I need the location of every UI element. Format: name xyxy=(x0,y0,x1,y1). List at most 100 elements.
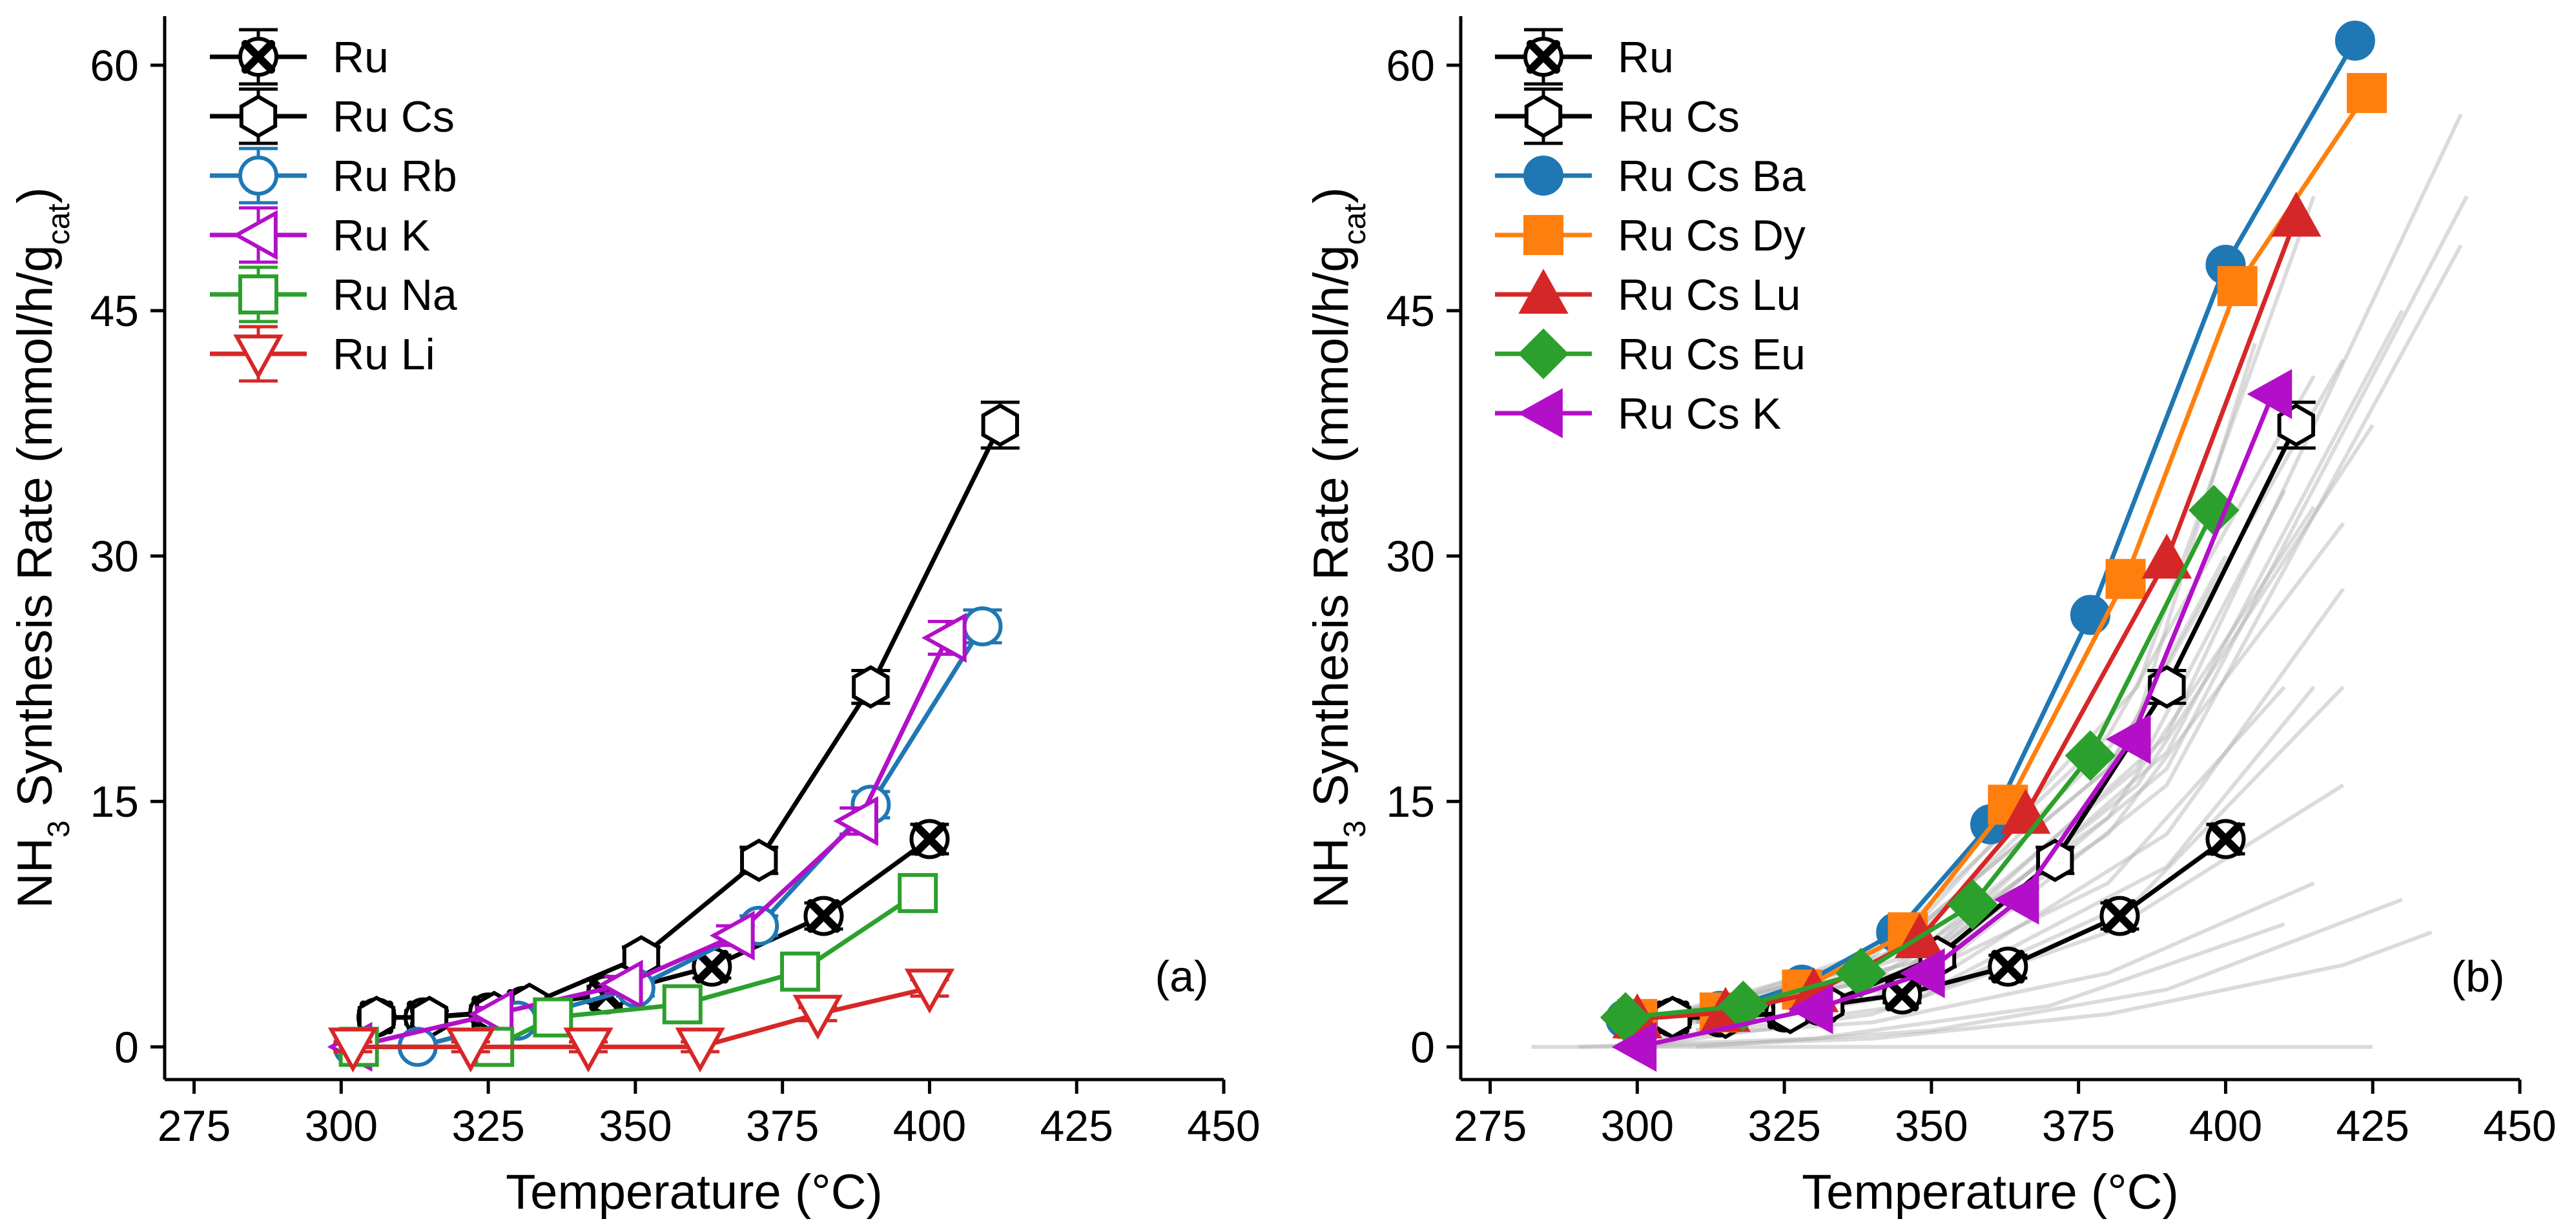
background-series-line xyxy=(1637,930,2433,1049)
x-tick-label: 300 xyxy=(305,1102,378,1151)
y-tick-label: 30 xyxy=(1386,532,1435,581)
y-title-end: ) xyxy=(8,187,63,203)
legend-item-ru-cs-eu: Ru Cs Eu xyxy=(1495,328,1806,380)
legend-item-ru: Ru xyxy=(210,28,389,86)
data-point xyxy=(803,896,844,936)
data-point xyxy=(1788,984,1833,1034)
panel-b-y-axis-title: NH3 Synthesis Rate (mmol/h/gcat) xyxy=(1304,187,1372,908)
data-point xyxy=(2105,714,2151,764)
series-line xyxy=(353,985,931,1049)
panel-b-x-axis-title: Temperature (°C) xyxy=(1802,1165,2179,1220)
legend-label: Ru Cs Ba xyxy=(1618,152,1806,201)
x-tick-label: 325 xyxy=(1747,1102,1820,1151)
y-title-nh: NH xyxy=(8,837,63,908)
x-tick-label: 325 xyxy=(451,1102,524,1151)
x-tick-label: 300 xyxy=(1601,1102,1674,1151)
legend-marker xyxy=(232,210,278,260)
data-point xyxy=(563,1027,613,1073)
legend-item-ru-rb: Ru Rb xyxy=(210,147,457,205)
data-point xyxy=(327,1027,378,1073)
data-point xyxy=(904,969,955,1014)
legend-marker xyxy=(238,37,278,77)
background-series-line xyxy=(1637,881,2315,1041)
data-point xyxy=(662,984,703,1025)
legend-item-ru: Ru xyxy=(1495,28,1674,86)
legend-marker xyxy=(1518,388,1563,438)
data-point xyxy=(2217,266,2258,307)
panel-b-legend: Ru Ru Cs Ru Cs Ba Ru Cs Dy Ru Cs Lu Ru Cs Eu R… xyxy=(1495,28,1806,438)
x-tick-label: 425 xyxy=(1040,1102,1113,1151)
legend-marker xyxy=(1524,94,1563,138)
data-point xyxy=(692,947,732,987)
x-tick-label: 275 xyxy=(158,1102,231,1151)
x-tick-label: 400 xyxy=(2189,1102,2262,1151)
series-ru-cs-eu xyxy=(1600,484,2240,1043)
data-point xyxy=(1994,874,2039,925)
legend-item-ru-cs-lu: Ru Cs Lu xyxy=(1495,269,1800,320)
panel-b-chart: 275 300 325 350 375 400 425 450 0 15 30 45 60 Tempe… xyxy=(1304,16,2557,1220)
background-series-line xyxy=(1696,897,2403,1049)
y-title-sub: 3 xyxy=(42,821,76,838)
legend-marker xyxy=(233,334,283,380)
legend-label: Ru xyxy=(1618,33,1674,82)
data-point xyxy=(852,665,890,709)
panel-b-y-ticks: 0 15 30 45 60 xyxy=(1386,41,1461,1072)
data-point xyxy=(792,994,843,1040)
legend-label: Ru K xyxy=(333,211,430,260)
legend-label: Ru Na xyxy=(333,271,457,320)
background-series-line xyxy=(1636,374,2316,1025)
data-point xyxy=(597,959,643,1010)
legend-marker-cross-b xyxy=(241,39,276,74)
legend-label: Ru Cs xyxy=(333,92,455,141)
y-title-sub2: cat xyxy=(42,203,76,245)
series-line xyxy=(1636,393,2275,1049)
legend-item-ru-cs-dy: Ru Cs Dy xyxy=(1495,211,1806,260)
series-ru-cs xyxy=(357,400,1020,1040)
legend-item-ru-cs-ba: Ru Cs Ba xyxy=(1495,152,1806,201)
data-point xyxy=(1988,947,2028,987)
legend-marker xyxy=(239,94,278,138)
legend-marker xyxy=(1523,37,1563,77)
y-tick-label: 45 xyxy=(1386,287,1435,336)
x-tick-label: 450 xyxy=(2483,1102,2556,1151)
data-point xyxy=(2205,819,2246,859)
data-point xyxy=(780,951,820,992)
series-line xyxy=(352,637,949,1049)
legend-label: Ru Cs Dy xyxy=(1618,211,1806,260)
background-series-line xyxy=(1666,489,2287,1025)
data-point xyxy=(909,819,950,859)
legend-item-ru-na: Ru Na xyxy=(210,265,457,323)
y-tick-label: 60 xyxy=(90,41,139,90)
y-tick-label: 0 xyxy=(1410,1023,1435,1072)
panel-a-series xyxy=(327,400,1020,1073)
legend-label: Ru Cs K xyxy=(1618,389,1781,438)
data-point xyxy=(2334,21,2375,61)
legend-marker xyxy=(1523,156,1563,196)
data-point xyxy=(2065,730,2116,781)
y-title-sub2: cat xyxy=(1338,203,1372,245)
data-point xyxy=(2105,559,2146,599)
data-point xyxy=(2347,73,2387,114)
panel-a-label: (a) xyxy=(1155,952,1208,1001)
y-tick-label: 45 xyxy=(90,287,139,336)
background-series-line xyxy=(1695,113,2463,1025)
data-point xyxy=(2271,191,2322,237)
data-point xyxy=(740,838,778,883)
legend-marker xyxy=(1518,269,1569,314)
y-title-mid: Synthesis Rate (mmol/h/g xyxy=(1304,245,1359,820)
data-point xyxy=(2141,533,2192,579)
data-point-cross-b xyxy=(1991,950,2025,984)
x-tick-label: 400 xyxy=(893,1102,966,1151)
data-point xyxy=(981,403,1019,447)
data-point xyxy=(2036,838,2074,883)
data-point-cross-b xyxy=(2209,822,2243,856)
x-tick-label: 350 xyxy=(1895,1102,1968,1151)
data-point xyxy=(710,910,755,961)
panel-a-x-ticks: 275 300 325 350 375 400 425 450 xyxy=(158,1080,1261,1151)
panel-b-x-ticks: 275 300 325 350 375 400 425 450 xyxy=(1454,1080,2557,1151)
legend-label: Ru Li xyxy=(333,330,435,379)
panel-a-legend: Ru Ru Cs Ru Rb Ru K Ru Na Ru Li xyxy=(210,28,457,383)
data-point-cross-b xyxy=(912,822,947,856)
legend-marker xyxy=(238,274,278,314)
